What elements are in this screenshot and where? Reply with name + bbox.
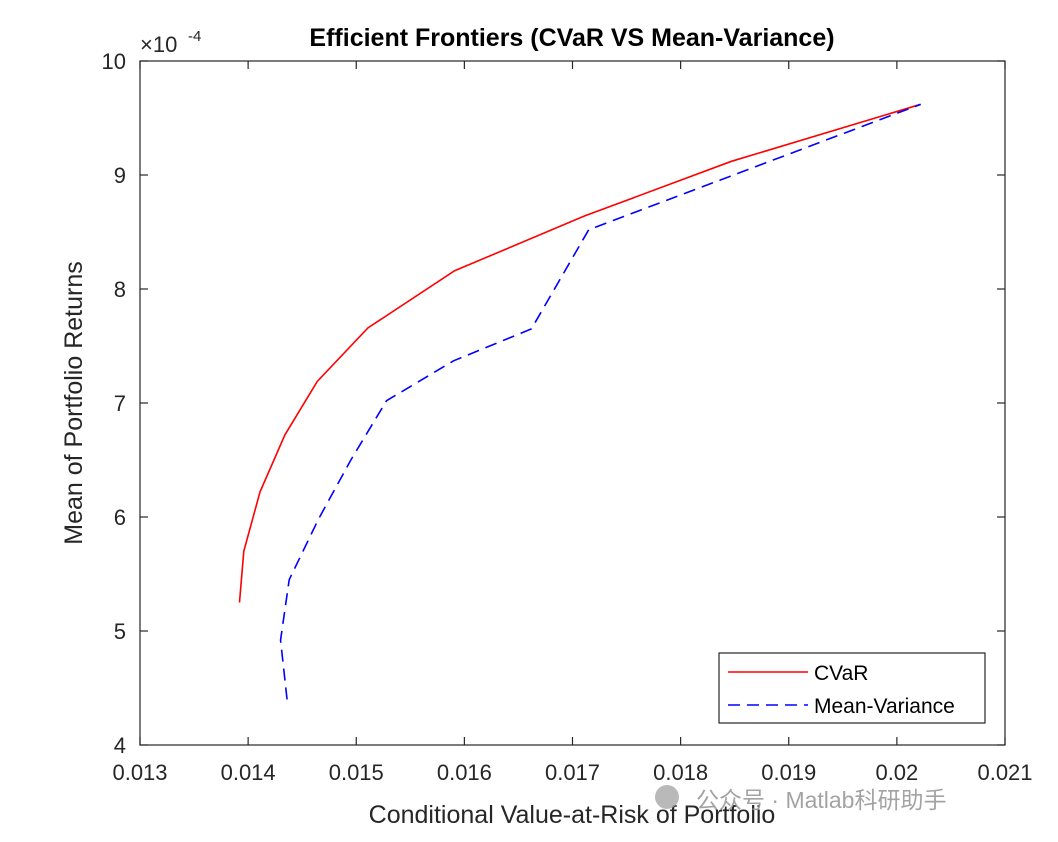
x-tick-label: 0.019 <box>761 760 816 785</box>
watermark: 公众号 · Matlab科研助手 <box>655 785 946 813</box>
plot-area <box>139 60 1006 746</box>
x-axis-ticks: 0.013 0.014 0.015 0.016 0.017 0.018 0.019 0.02 0… <box>112 61 1033 785</box>
x-tick-label: 0.018 <box>653 760 708 785</box>
y-tick-label: 7 <box>114 391 126 416</box>
x-tick-label: 0.021 <box>977 760 1032 785</box>
chart-title: Efficient Frontiers (CVaR VS Mean-Varian… <box>309 24 834 52</box>
y-tick-label: 6 <box>114 505 126 530</box>
y-exponent-base: ×10 <box>140 32 177 57</box>
x-tick-label: 0.017 <box>545 760 600 785</box>
y-tick-label: 9 <box>114 163 126 188</box>
y-tick-label: 10 <box>102 49 126 74</box>
watermark-text: 公众号 · Matlab科研助手 <box>696 787 946 813</box>
y-tick-label: 4 <box>114 733 126 758</box>
y-axis-label: Mean of Portfolio Returns <box>60 261 88 544</box>
series-line-mean-variance <box>279 103 921 700</box>
y-exponent-label: ×10 -4 <box>140 28 201 57</box>
x-tick-label: 0.02 <box>875 760 918 785</box>
x-axis-label: Conditional Value-at-Risk of Portfolio <box>369 801 776 829</box>
x-tick-label: 0.015 <box>329 760 384 785</box>
wechat-icon <box>655 785 679 809</box>
legend-label-cvar: CVaR <box>814 662 868 685</box>
x-tick-label: 0.016 <box>437 760 492 785</box>
legend-box <box>718 652 986 724</box>
series-line-cvar <box>238 103 921 603</box>
x-tick-label: 0.013 <box>112 760 167 785</box>
legend: CVaR Mean-Variance <box>718 652 986 724</box>
y-exponent-power: -4 <box>188 28 201 45</box>
y-tick-label: 8 <box>114 277 126 302</box>
y-axis-ticks: 4 5 6 7 8 9 10 <box>102 49 1005 758</box>
legend-label-mean-variance: Mean-Variance <box>814 695 955 718</box>
series-lines <box>238 103 921 700</box>
x-tick-label: 0.014 <box>221 760 276 785</box>
y-tick-label: 5 <box>114 619 126 644</box>
